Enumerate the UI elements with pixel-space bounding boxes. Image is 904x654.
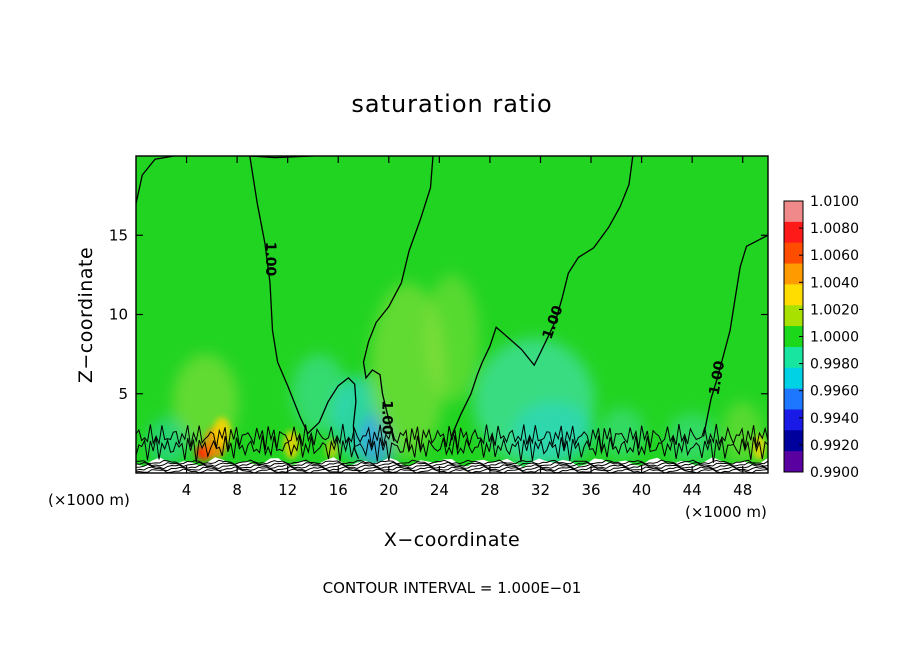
colorbar: 1.0100 1.0080 1.0060 1.0040 1.0020 1.0000 0.99… (783, 194, 859, 481)
contour-interval-note: CONTOUR INTERVAL = 1.000E−01 (323, 579, 582, 597)
colorbar-swatch (784, 326, 803, 348)
x-tick-label: 24 (430, 481, 449, 499)
colorbar-label: 0.9980 (810, 357, 859, 373)
x-tick-label: 20 (379, 481, 398, 499)
contour-label: 1.00 (262, 242, 278, 277)
colorbar-label: 1.0080 (810, 221, 859, 237)
contour-lines (136, 156, 768, 463)
field-anomaly (512, 401, 594, 466)
y-tick-label: 15 (109, 226, 128, 244)
colorbar-swatch (784, 284, 803, 306)
field-hot-spot (752, 434, 766, 461)
x-axis-label: X−coordinate (384, 529, 520, 551)
colorbar-swatch (784, 305, 803, 327)
colorbar-label: 0.9920 (810, 438, 859, 454)
chart-title: saturation ratio (351, 90, 552, 118)
contour-line (249, 156, 360, 459)
x-tick-label: 32 (531, 481, 550, 499)
field-anomaly (424, 274, 480, 402)
ground-contour (136, 466, 768, 472)
colorbar-swatch (784, 346, 803, 369)
contour-label: 1.00 (707, 359, 729, 396)
contour-fringe (136, 434, 768, 463)
contour-line (136, 156, 175, 204)
x-tick-label: 4 (182, 481, 192, 499)
y-tick-label: 5 (118, 385, 128, 403)
plot-field: 1.001.001.001.00 (136, 156, 768, 473)
y-axis-label: Z−coordinate (75, 247, 97, 383)
contour-line (362, 156, 434, 442)
colorbar-swatch (784, 242, 803, 265)
contour-fringe (136, 423, 768, 453)
colorbar-label: 1.0020 (810, 302, 859, 318)
x-tick-label: 12 (278, 481, 297, 499)
y-tick-label: 10 (109, 306, 128, 324)
x-tick-label: 44 (683, 481, 702, 499)
x-tick-label: 48 (733, 481, 752, 499)
y-axis-ticks: 5 10 15 (109, 226, 768, 403)
colorbar-swatch (784, 451, 803, 473)
ground-contour (136, 459, 768, 465)
colorbar-swatch (784, 263, 803, 285)
x-axis-ticks: 4 8 12 16 20 24 28 32 36 40 44 48 (182, 156, 752, 499)
colorbar-label: 0.9900 (810, 465, 859, 481)
colorbar-label: 0.9940 (810, 411, 859, 427)
x-tick-label: 28 (480, 481, 499, 499)
colorbar-swatch (784, 409, 803, 431)
colorbar-label: 1.0100 (810, 194, 859, 210)
x-tick-label: 36 (581, 481, 600, 499)
ground-layer (136, 457, 768, 473)
colorbar-swatch (784, 221, 803, 244)
field-hot-spot (283, 430, 300, 459)
x-tick-label: 40 (632, 481, 651, 499)
ground-contour (136, 461, 768, 468)
field-hot-spot (213, 417, 231, 447)
x-tick-label: 16 (329, 481, 348, 499)
colorbar-swatch (784, 388, 803, 410)
x-unit-left: (×1000 m) (48, 491, 130, 509)
x-tick-label: 8 (232, 481, 242, 499)
contour-line (448, 156, 634, 447)
contour-line (702, 234, 768, 437)
colorbar-label: 1.0040 (810, 275, 859, 291)
field-anomalies (147, 274, 763, 470)
colorbar-label: 0.9960 (810, 384, 859, 400)
colorbar-swatch (784, 201, 803, 223)
x-unit-right: (×1000 m) (685, 503, 767, 521)
colorbar-label: 1.0060 (810, 248, 859, 264)
ground-contour (136, 468, 768, 473)
colorbar-label: 1.0000 (810, 330, 859, 346)
contour-label: 1.00 (378, 400, 394, 435)
colorbar-swatch (784, 367, 803, 390)
colorbar-swatch (784, 430, 803, 452)
